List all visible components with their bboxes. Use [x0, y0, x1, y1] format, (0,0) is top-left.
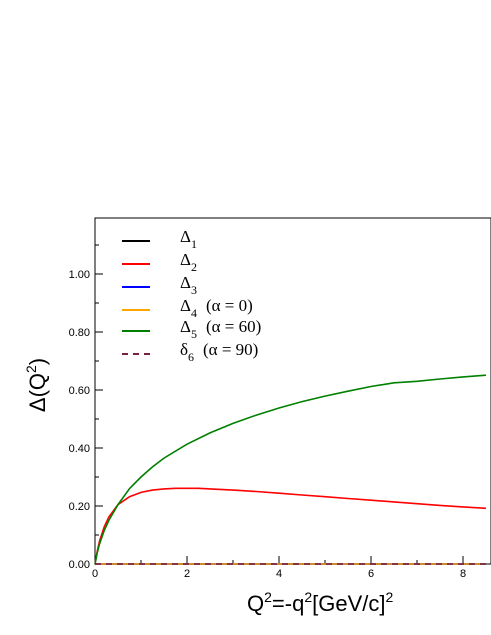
legend-label-6: δ6 (α = 90) [180, 340, 258, 364]
series-layer [94, 374, 487, 565]
x-tick-label: 6 [368, 568, 374, 580]
y-tick-label: 0.80 [69, 327, 90, 339]
y-tick-label: 0.60 [69, 385, 90, 397]
x-tick-label: 0 [92, 568, 98, 580]
x-axis-ticks: 0 2 4 6 8 [92, 556, 466, 580]
legend-label-5: Δ5 (α = 60) [180, 317, 261, 341]
x-tick-label: 2 [184, 568, 190, 580]
series-line-5 [94, 374, 487, 565]
legend-label-1: Δ1 [180, 227, 197, 251]
y-axis-label: Δ(Q2) [23, 358, 50, 412]
x-tick-label: 8 [460, 568, 466, 580]
legend-label-4: Δ4 (α = 0) [180, 296, 253, 320]
legend-label-3: Δ3 [180, 273, 197, 297]
plot-frame [94, 217, 491, 565]
y-tick-label: 1.00 [69, 269, 90, 281]
y-tick-label: 0.40 [69, 443, 90, 455]
series-line-2 [94, 487, 487, 565]
x-axis-label: Q2=-q2[GeV/c]2 [247, 589, 394, 616]
y-axis-ticks: 0.00 0.20 0.40 0.60 0.80 1.00 [69, 244, 103, 571]
y-tick-label: 0.20 [69, 501, 90, 513]
legend-label-2: Δ2 [180, 250, 197, 274]
x-tick-label: 4 [276, 568, 282, 580]
y-tick-label: 0.00 [69, 559, 90, 571]
